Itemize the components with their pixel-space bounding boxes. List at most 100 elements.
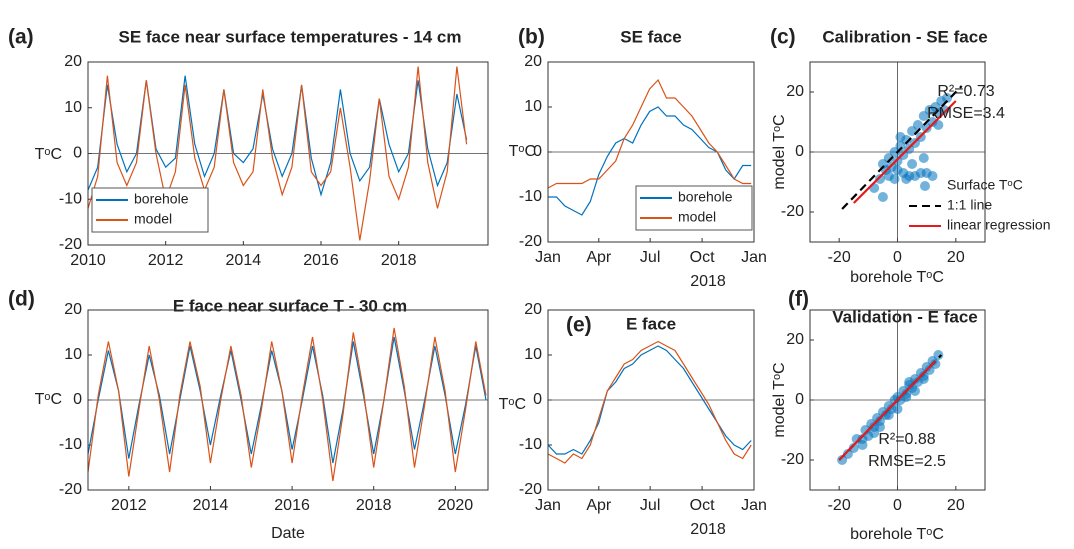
y-tick-label: -20 — [519, 481, 542, 498]
scatter-point — [895, 132, 906, 142]
y-tick-label: 0 — [533, 391, 542, 408]
x-tick-label: Apr — [586, 497, 612, 514]
annotation: RMSE=3.4 — [927, 105, 1005, 122]
x-tick-label: Oct — [690, 249, 715, 266]
legend-label: borehole — [134, 191, 189, 207]
legend-box — [91, 187, 209, 233]
x-tick-label: Jan — [535, 497, 561, 514]
axes-box — [809, 61, 986, 243]
y-tick-label: -20 — [519, 233, 542, 250]
x-tick-label: 2012 — [111, 497, 147, 514]
panel-label: (f) — [788, 288, 809, 311]
scatter-point — [939, 105, 950, 115]
y-tick-label: -20 — [781, 451, 804, 468]
scatter-point — [857, 440, 868, 450]
panel: (f) Validation - E face model TᵒC borehole … — [771, 288, 986, 543]
legend-label: model — [134, 211, 172, 227]
fit-line — [853, 100, 957, 204]
x-tick-label: 2014 — [226, 252, 262, 269]
scatter-point — [875, 174, 885, 184]
y-axis-label: model TᵒC — [771, 362, 788, 437]
scatter-point — [933, 350, 944, 360]
panel-label: (d) — [8, 288, 35, 311]
panel: (e) E face TᵒC 2018 -20 -10 0 10 20 Jan Apr Jul Oct J… — [499, 301, 767, 538]
x-tick-label: Apr — [586, 249, 612, 266]
legend-label: borehole — [678, 189, 733, 205]
y-tick-label: 20 — [524, 53, 542, 70]
panel-label: (e) — [566, 314, 592, 337]
x-tick-label: -20 — [828, 497, 851, 514]
x-tick-label: Oct — [690, 497, 715, 514]
y-tick-label: -20 — [59, 236, 82, 253]
x-tick-label: 2016 — [274, 497, 310, 514]
y-tick-label: -10 — [519, 188, 542, 205]
x-tick-label: 20 — [947, 249, 965, 266]
legend-symbol — [920, 181, 930, 191]
scatter-point — [907, 159, 918, 169]
y-tick-label: -10 — [519, 436, 542, 453]
x-tick-label: 2016 — [303, 252, 339, 269]
y-axis-label: TᵒC — [499, 396, 526, 413]
y-tick-label: -10 — [59, 436, 82, 453]
series-line — [547, 340, 752, 464]
scatter-point — [848, 443, 859, 453]
scatter-point — [877, 192, 888, 202]
panel: (c) Calibration - SE face model TᵒC borehol… — [770, 26, 1051, 287]
x-tick-label: Jan — [535, 249, 561, 266]
axes-box — [547, 61, 755, 243]
scatter-point — [892, 404, 903, 414]
series-line — [87, 327, 487, 482]
panel: (b) SE face TᵒC 2018 -20 -10 0 10 20 Jan Apr Jul Oct… — [509, 26, 767, 291]
y-tick-label: 10 — [524, 98, 542, 115]
scatter-point — [901, 174, 912, 184]
y-axis-label: TᵒC — [35, 146, 62, 163]
panel: (d) E face near surface T - 30 cm TᵒC Date -… — [8, 288, 489, 542]
fit-line — [841, 85, 963, 210]
scatter-point — [918, 153, 929, 163]
panel-title: SE face near surface temperatures - 14 c… — [118, 27, 461, 46]
axes-box — [809, 309, 986, 491]
axes-box — [87, 61, 489, 246]
y-tick-label: 0 — [795, 143, 804, 160]
x-axis-label: Date — [271, 525, 305, 542]
x-tick-label: -20 — [828, 249, 851, 266]
y-tick-label: 20 — [524, 301, 542, 318]
legend-label: 1:1 line — [947, 197, 992, 213]
panel-label: (b) — [518, 26, 545, 49]
panel-title: E face near surface T - 30 cm — [173, 296, 407, 315]
y-tick-label: 0 — [73, 391, 82, 408]
y-tick-label: 20 — [786, 331, 804, 348]
panel-title: E face — [626, 314, 676, 333]
y-tick-label: 20 — [64, 301, 82, 318]
legend-box — [635, 185, 753, 231]
y-tick-label: -20 — [781, 203, 804, 220]
x-tick-label: 2014 — [193, 497, 229, 514]
x-sublabel: 2018 — [690, 521, 726, 538]
x-tick-label: 2018 — [381, 252, 417, 269]
x-tick-label: 0 — [893, 249, 902, 266]
x-tick-label: Jul — [640, 249, 660, 266]
series-line — [547, 78, 752, 189]
y-tick-label: 0 — [73, 145, 82, 162]
x-tick-label: Jul — [640, 497, 660, 514]
legend-label: Surface TᵒC — [947, 177, 1023, 193]
series-line — [87, 66, 468, 241]
y-tick-label: 20 — [786, 83, 804, 100]
scatter-point — [912, 120, 923, 130]
axes-box — [547, 309, 755, 491]
scatter-point — [889, 174, 900, 184]
legend-label: linear regression — [947, 217, 1051, 233]
panel-title: SE face — [620, 27, 681, 46]
scatter-point — [910, 386, 920, 396]
panel-title: Calibration - SE face — [822, 27, 987, 46]
y-axis-label: TᵒC — [35, 391, 62, 408]
x-tick-label: 2010 — [70, 252, 106, 269]
scatter-point — [930, 359, 941, 369]
y-tick-label: 10 — [64, 346, 82, 363]
panel-title: Validation - E face — [832, 307, 978, 326]
x-axis-label: borehole TᵒC — [850, 526, 944, 543]
x-tick-label: 2018 — [356, 497, 392, 514]
x-tick-label: 20 — [947, 497, 965, 514]
annotation: R²=0.88 — [878, 431, 935, 448]
